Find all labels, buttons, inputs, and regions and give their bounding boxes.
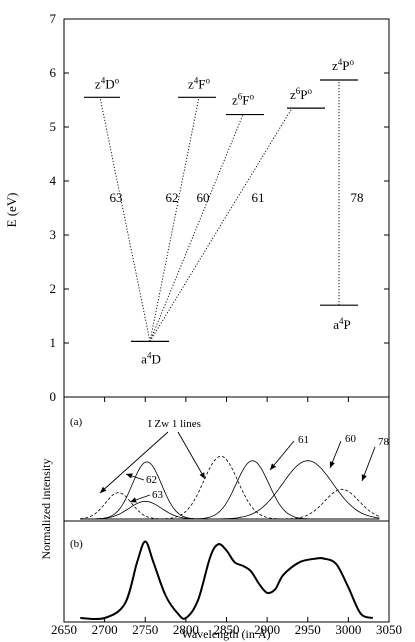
panel-a-curves (80, 456, 380, 520)
term-label: z4Do (95, 75, 120, 91)
y-axis-label: E (eV) (4, 192, 19, 227)
term-label: z4Fo (188, 75, 211, 91)
annotation-arrow (177, 431, 206, 480)
annotation-arrow (361, 446, 376, 482)
term-label: z6Po (290, 86, 313, 102)
series-label: 60 (345, 433, 357, 445)
x-tick-label: 3050 (376, 622, 402, 637)
energy-levels (84, 79, 358, 342)
x-tick-label: 2850 (214, 622, 240, 637)
annotation-arrow (129, 494, 151, 503)
transition-line (149, 114, 244, 342)
series-label: 63 (152, 489, 164, 501)
panel-b-curve (80, 540, 374, 621)
term-label: z4Po (332, 57, 355, 73)
y-tick-label: 0 (50, 389, 57, 404)
transition-line (149, 107, 293, 342)
series-label: 62 (146, 474, 157, 486)
annotation-arrow (99, 431, 169, 494)
term-labels: z4Do z4Fo z6Fo z6Po z4Po a4D a4P (95, 57, 355, 366)
x-tick-label: 2900 (254, 622, 280, 637)
transition-line (149, 97, 200, 342)
annotation-arrow (125, 473, 145, 481)
y-tick-label: 7 (50, 11, 57, 26)
y-tick-label: 5 (50, 119, 57, 134)
panel-a-annotations: I Zw 1 lines 63 62 61 60 78 (99, 418, 390, 503)
x-tick-label: 2650 (51, 622, 77, 637)
transition-labels: 63 62 60 61 78 (110, 190, 364, 205)
panel-a-label: (a) (70, 416, 83, 428)
annotation-arrow (269, 440, 295, 471)
series-label: 78 (378, 436, 390, 448)
emission-line-profile (80, 500, 380, 520)
x-tick-label: 3000 (335, 622, 361, 637)
y-tick-label: 6 (50, 65, 57, 80)
transition-lines (99, 80, 340, 342)
emission-line-profile (80, 488, 380, 520)
y-tick-label: 3 (50, 227, 57, 242)
spectrum-y-axis-label: Normalized intensity (39, 459, 53, 560)
emission-line-profile (80, 460, 380, 520)
term-label: z6Fo (232, 92, 255, 108)
x-axis-ticks: 2650 2700 2750 2800 2850 2900 2950 3000 3050 (51, 397, 402, 637)
transition-line (99, 97, 151, 342)
y-tick-label: 1 (50, 335, 57, 350)
series-label: 61 (298, 434, 309, 446)
x-tick-label: 2750 (132, 622, 158, 637)
y-tick-label: 4 (50, 173, 57, 188)
composite-spectrum (80, 540, 374, 621)
level-diagram: 0 1 2 3 4 5 6 7 E (eV) z4Do z4Fo z6Fo z6Po z4Po a4D a… (4, 11, 390, 404)
term-label: a4D (141, 350, 161, 366)
x-tick-label: 2800 (173, 622, 199, 637)
emission-line-profile (80, 460, 380, 520)
spectrum-frame (63, 396, 390, 623)
emission-line-profile (80, 456, 380, 520)
x-tick-label: 2950 (295, 622, 321, 637)
term-label: a4P (333, 316, 351, 332)
spectrum-panel: (a) (b) Normalized intensity Wavelength … (39, 396, 402, 641)
x-axis-label: Wavelength (in Å) (181, 627, 270, 641)
panel-b-label: (b) (70, 538, 83, 550)
transition-label: 62 (166, 190, 179, 205)
y-tick-label: 2 (50, 281, 57, 296)
annotation-arrow (329, 440, 342, 469)
y-axis-ticks: 0 1 2 3 4 5 6 7 (50, 11, 389, 404)
transition-label: 61 (252, 190, 265, 205)
x-tick-label: 2700 (92, 622, 118, 637)
izw1-annotation: I Zw 1 lines (148, 418, 201, 430)
transition-label: 60 (197, 190, 210, 205)
transition-label: 78 (351, 190, 364, 205)
transition-label: 63 (110, 190, 123, 205)
